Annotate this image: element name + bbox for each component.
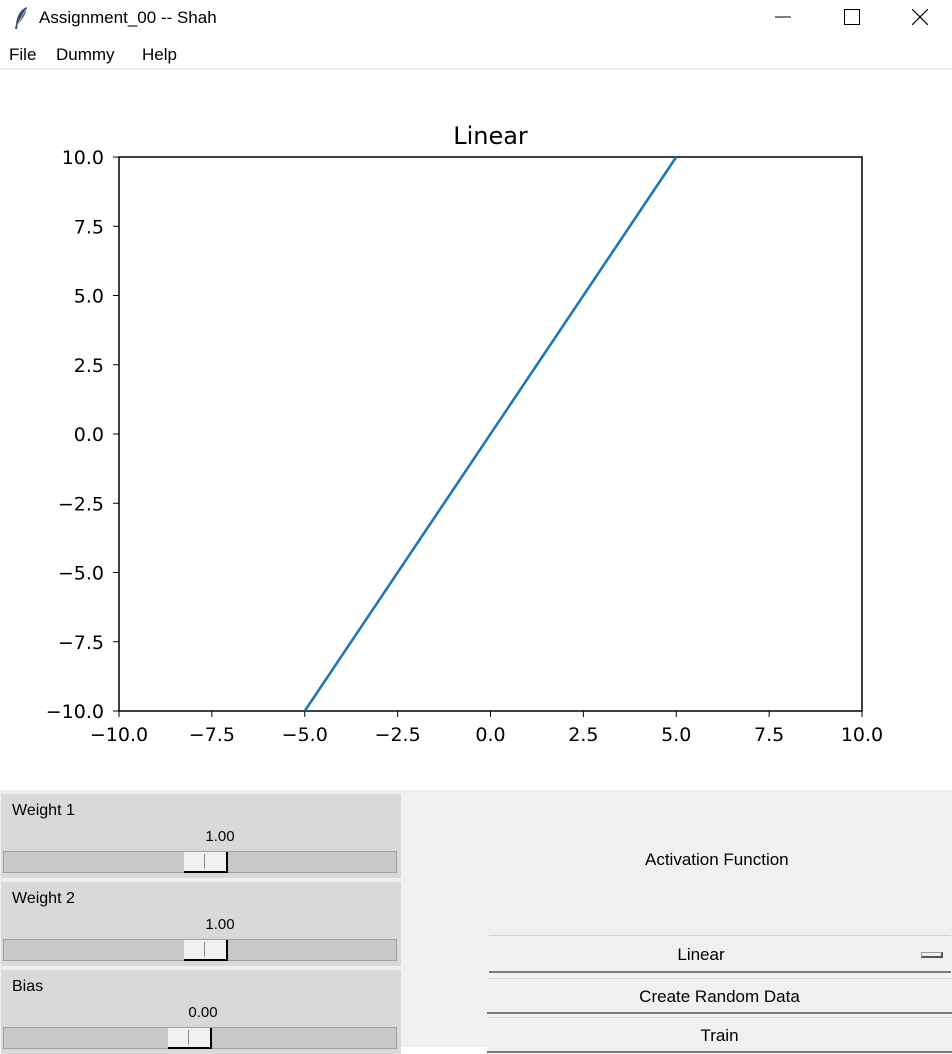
series-line: [303, 156, 678, 712]
line-chart: Linear −10.0 −7.5 −5.0 −2.5 0.0 2.5 5.0 7.5 10.0 1…: [46, 122, 883, 746]
x-tick-label: −7.5: [189, 724, 235, 746]
x-tick-label: 5.0: [661, 724, 691, 746]
weight1-slider[interactable]: [3, 851, 397, 873]
minimize-icon: [775, 16, 791, 18]
minimize-button[interactable]: [749, 0, 817, 34]
controls-panel: Weight 1 1.00 Weight 2 1.00 Bias 0.00 Ac…: [0, 790, 952, 1054]
close-icon: [912, 9, 928, 25]
activation-dropdown[interactable]: Linear: [489, 935, 951, 973]
option-menu-indicator-icon: [921, 952, 943, 958]
x-tick-label: 2.5: [568, 724, 598, 746]
bias-label: Bias: [12, 978, 44, 995]
bias-slider-thumb[interactable]: [168, 1028, 212, 1049]
create-random-data-label: Create Random Data: [639, 987, 800, 1006]
x-tick-label: −5.0: [282, 724, 328, 746]
menu-bar: File Dummy Help: [0, 36, 952, 70]
weight1-label: Weight 1: [12, 802, 75, 819]
maximize-icon: [844, 9, 860, 25]
bias-slider-panel: Bias 0.00: [1, 970, 401, 1054]
x-tick-label: 10.0: [841, 724, 883, 746]
x-tick-label: −10.0: [90, 724, 148, 746]
y-tick-label: 7.5: [74, 216, 104, 238]
window-titlebar: Assignment_00 -- Shah: [0, 0, 952, 36]
close-button[interactable]: [886, 0, 952, 34]
create-random-data-button[interactable]: Create Random Data: [487, 978, 952, 1014]
x-tick-label: 0.0: [475, 724, 505, 746]
weight2-slider-thumb[interactable]: [184, 940, 228, 961]
y-tick-label: 2.5: [74, 355, 104, 377]
y-tick-label: −10.0: [46, 701, 104, 723]
y-tick-label: −2.5: [58, 493, 104, 515]
weight2-label: Weight 2: [12, 890, 75, 907]
activation-function-label: Activation Function: [645, 850, 789, 869]
chart-title: Linear: [453, 122, 528, 150]
weight1-value: 1.00: [205, 828, 235, 845]
x-tick-label: 7.5: [754, 724, 784, 746]
y-tick-label: 10.0: [62, 147, 104, 169]
y-tick-label: 5.0: [74, 286, 104, 308]
window-title: Assignment_00 -- Shah: [39, 8, 217, 27]
menu-dummy[interactable]: Dummy: [56, 45, 115, 64]
weight2-slider-panel: Weight 2 1.00: [1, 882, 401, 966]
maximize-button[interactable]: [818, 0, 886, 34]
train-button[interactable]: Train: [487, 1017, 952, 1053]
train-label: Train: [700, 1026, 739, 1045]
bias-value: 0.00: [188, 1004, 218, 1021]
feather-icon: [15, 7, 27, 29]
menu-help[interactable]: Help: [142, 45, 177, 64]
menu-file[interactable]: File: [9, 45, 37, 64]
activation-selected: Linear: [677, 945, 725, 964]
weight1-slider-thumb[interactable]: [184, 852, 228, 873]
weight1-slider-panel: Weight 1 1.00: [1, 794, 401, 878]
y-tick-label: 0.0: [74, 424, 104, 446]
bias-slider[interactable]: [3, 1027, 397, 1049]
weight2-slider[interactable]: [3, 939, 397, 961]
weight2-value: 1.00: [205, 916, 235, 933]
x-tick-label: −2.5: [375, 724, 421, 746]
y-tick-label: −5.0: [58, 563, 104, 585]
plot-area: Linear −10.0 −7.5 −5.0 −2.5 0.0 2.5 5.0 7.5 10.0 1…: [0, 70, 952, 790]
y-tick-label: −7.5: [58, 632, 104, 654]
